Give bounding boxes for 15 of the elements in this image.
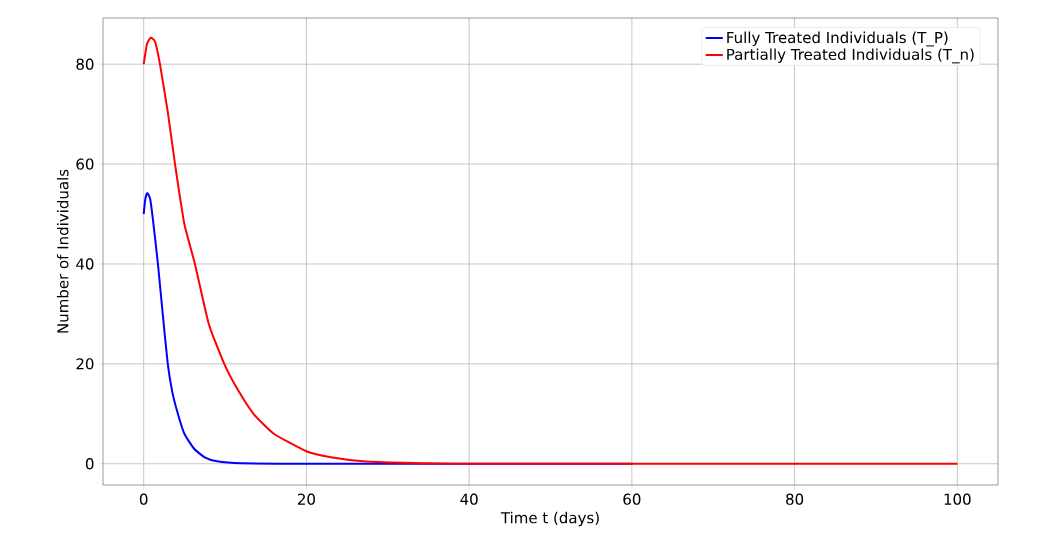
y-tick-label: 60 bbox=[76, 158, 94, 170]
y-tick-label: 40 bbox=[76, 258, 94, 270]
legend-label: Fully Treated Individuals (T_P) bbox=[727, 31, 948, 47]
y-tick-label: 0 bbox=[85, 458, 94, 470]
x-tick-label: 20 bbox=[297, 493, 315, 505]
x-axis-title: Time t (days) bbox=[500, 511, 599, 527]
x-tick-label: 40 bbox=[460, 493, 478, 505]
y-axis-title: Number of Individuals bbox=[56, 169, 69, 333]
x-tick-label: 80 bbox=[786, 493, 804, 505]
y-tick-label: 20 bbox=[76, 358, 94, 370]
x-tick-label: 0 bbox=[139, 493, 148, 505]
y-tick-label: 80 bbox=[76, 58, 94, 70]
x-tick-label: 100 bbox=[944, 493, 971, 505]
x-tick-label: 60 bbox=[623, 493, 641, 505]
legend-label: Partially Treated Individuals (T_n) bbox=[727, 48, 974, 64]
